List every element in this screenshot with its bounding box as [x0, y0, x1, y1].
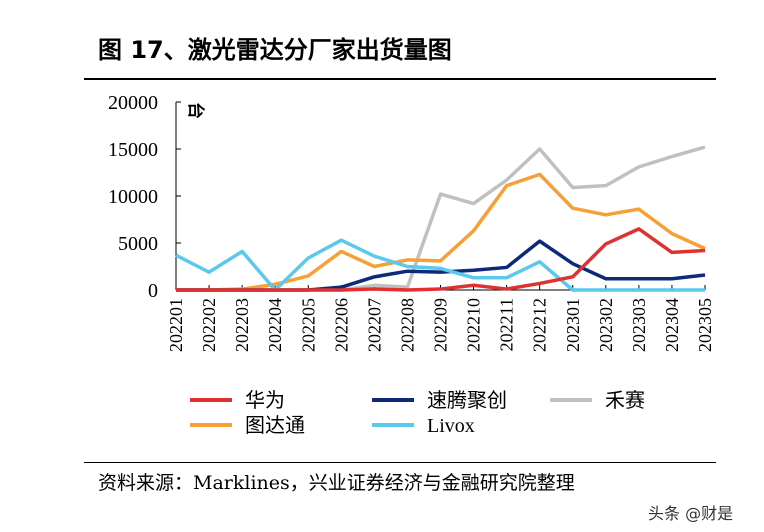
- x-tick-label: 202209: [431, 298, 451, 352]
- y-tick-label: 5000: [118, 233, 158, 255]
- x-tick-label: 202301: [563, 298, 583, 352]
- legend-label: 速腾聚创: [427, 389, 507, 412]
- source-note: 资料来源：Marklines，兴业证券经济与金融研究院整理: [98, 472, 575, 494]
- x-tick-label: 202207: [364, 298, 384, 352]
- y-tick-label: 0: [148, 280, 158, 302]
- legend-label: 华为: [245, 389, 285, 412]
- source-rule: [84, 462, 716, 463]
- y-tick-label: 20000: [108, 92, 158, 114]
- x-tick-label: 202203: [232, 298, 252, 352]
- x-tick-label: 202302: [596, 298, 616, 352]
- legend-label: Livox: [427, 415, 475, 437]
- x-tick-label: 202212: [530, 298, 550, 352]
- series-line-Livox: [175, 238, 705, 292]
- y-tick-label: 10000: [108, 186, 158, 208]
- x-tick-label: 202210: [464, 298, 484, 352]
- line-chart: 0 5000 10000 15000 20000 台 202201 202202 202203 2…: [108, 92, 715, 437]
- title-rule: [84, 78, 716, 80]
- watermark: 头条 @财是: [648, 504, 734, 523]
- x-tick-label: 202202: [199, 298, 219, 352]
- x-tick-label: 202305: [695, 298, 715, 352]
- x-tick-label: 202304: [662, 298, 682, 352]
- x-tick-label: 202204: [265, 298, 285, 352]
- unit-label: 台: [186, 102, 206, 119]
- legend-label: 禾赛: [605, 389, 645, 412]
- y-tick-label: 15000: [108, 139, 158, 161]
- x-tick-label: 202303: [629, 298, 649, 352]
- x-tick-label: 202211: [497, 298, 517, 351]
- x-tick-label: 202208: [397, 298, 417, 352]
- figure-title: 图 17、激光雷达分厂家出货量图: [98, 36, 452, 64]
- legend-label: 图达通: [245, 414, 305, 437]
- x-tick-label: 202206: [331, 298, 351, 352]
- x-tick-label: 202205: [298, 298, 318, 352]
- x-tick-label: 202201: [166, 298, 186, 352]
